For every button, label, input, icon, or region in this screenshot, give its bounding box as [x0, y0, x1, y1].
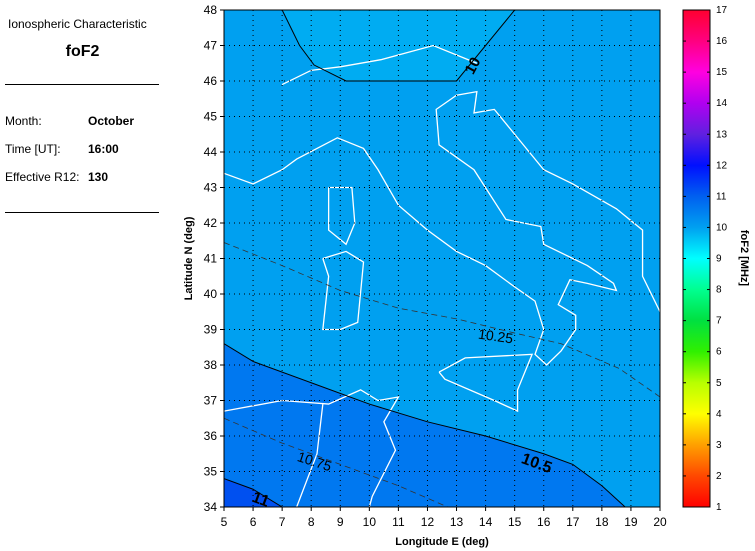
contour-label: 10.25 — [477, 326, 514, 347]
parameter-title: foF2 — [65, 43, 100, 60]
colorbar-tick-label: 15 — [716, 67, 728, 78]
time-label: Time [UT]: — [5, 142, 61, 156]
y-tick-label: 47 — [204, 39, 218, 53]
contour-line-11 — [224, 478, 283, 507]
x-tick-label: 14 — [479, 515, 493, 529]
colorbar-tick-label: 14 — [716, 98, 728, 109]
colorbar-tick-label: 4 — [716, 409, 722, 420]
colorbar-label: foF2 [MHz] — [738, 230, 750, 287]
contour-line-10.25 — [224, 242, 660, 398]
colorbar-tick-label: 7 — [716, 316, 722, 327]
r12-label: Effective R12: — [5, 170, 80, 184]
coastline — [224, 90, 660, 366]
month-label: Month: — [5, 114, 42, 128]
x-tick-label: 15 — [508, 515, 522, 529]
y-tick-label: 44 — [204, 145, 218, 159]
colorbar-tick-label: 1 — [716, 502, 722, 513]
coastline — [281, 44, 478, 86]
y-tick-label: 41 — [204, 252, 218, 266]
x-tick-label: 7 — [279, 515, 286, 529]
x-tick-label: 8 — [308, 515, 315, 529]
x-tick-label: 11 — [392, 515, 405, 529]
colorbar-tick-label: 3 — [716, 440, 722, 451]
x-tick-label: 5 — [221, 515, 228, 529]
x-tick-label: 16 — [537, 515, 551, 529]
heading: Ionospheric Characteristic — [8, 17, 147, 31]
y-tick-label: 35 — [204, 465, 218, 479]
x-tick-label: 19 — [624, 515, 638, 529]
y-tick-label: 42 — [204, 216, 218, 230]
contour-label: 10 — [462, 55, 485, 78]
contour-line-10.75 — [224, 417, 448, 507]
coastline — [438, 353, 534, 413]
coastline — [224, 389, 400, 507]
x-tick-label: 20 — [653, 515, 667, 529]
month-value: October — [88, 114, 135, 128]
colorbar-tick-label: 16 — [716, 36, 728, 47]
y-tick-label: 43 — [204, 181, 218, 195]
x-tick-label: 17 — [566, 515, 580, 529]
fill-region-10.5-11 — [224, 343, 626, 507]
y-tick-label: 45 — [204, 110, 218, 124]
contour-line-10 — [281, 10, 516, 82]
y-tick-label: 36 — [204, 429, 218, 443]
colorbar-tick-label: 2 — [716, 471, 722, 482]
x-tick-label: 9 — [337, 515, 344, 529]
colorbar — [682, 9, 711, 508]
x-tick-label: 6 — [250, 515, 257, 529]
y-tick-label: 39 — [204, 323, 218, 337]
divider — [5, 84, 159, 85]
y-tick-label: 48 — [204, 3, 218, 17]
colorbar-tick-label: 11 — [716, 191, 727, 202]
colorbar-tick-label: 5 — [716, 378, 722, 389]
y-tick-label: 40 — [204, 287, 218, 301]
fill-region-above-11 — [224, 478, 283, 507]
y-tick-label: 37 — [204, 394, 218, 408]
coastline — [296, 403, 324, 507]
y-axis-label: Latitude N (deg) — [183, 216, 195, 300]
time-value: 16:00 — [88, 142, 119, 156]
divider — [5, 212, 159, 213]
r12-value: 130 — [88, 170, 109, 184]
x-tick-label: 12 — [421, 515, 435, 529]
colorbar-tick-label: 17 — [716, 5, 728, 16]
colorbar-tick-label: 12 — [716, 160, 728, 171]
x-tick-label: 18 — [595, 515, 609, 529]
colorbar-tick-label: 10 — [716, 222, 728, 233]
y-tick-label: 34 — [204, 500, 218, 514]
x-axis-label: Longitude E (deg) — [395, 536, 489, 548]
colorbar-tick-label: 9 — [716, 254, 722, 265]
y-tick-label: 46 — [204, 74, 218, 88]
contour-line-10.5 — [224, 343, 626, 507]
colorbar-tick-label: 8 — [716, 285, 722, 296]
y-tick-label: 38 — [204, 358, 218, 372]
x-tick-label: 10 — [363, 515, 377, 529]
colorbar-tick-label: 6 — [716, 347, 722, 358]
colorbar-tick-label: 13 — [716, 129, 728, 140]
x-tick-label: 13 — [450, 515, 464, 529]
coastline — [327, 186, 356, 246]
contour-label: 11 — [250, 489, 272, 511]
